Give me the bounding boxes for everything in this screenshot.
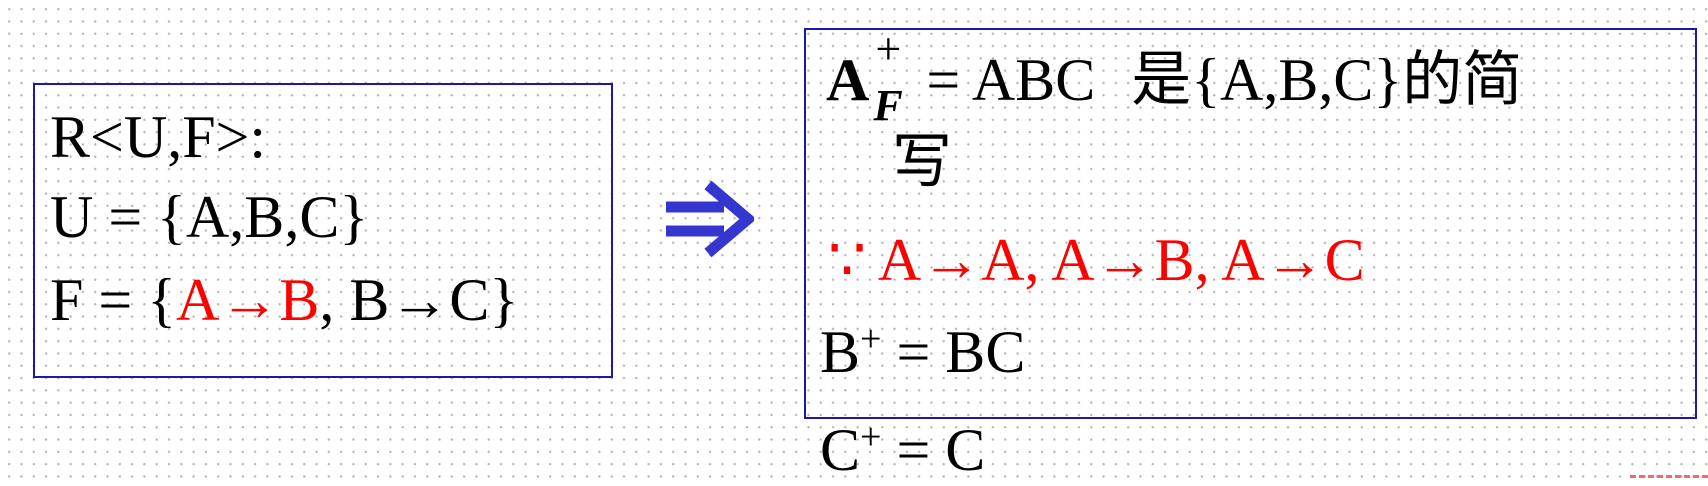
closure-a-base: A [826,47,870,113]
closure-a-equals: = ABC [911,47,1096,113]
closure-c-base: C [820,417,861,483]
closure-a-note-wrap-line: 写 [892,132,952,192]
closure-a-subscript: F [873,81,903,130]
closure-a-note: 是{A,B,C}的简 [1131,47,1523,113]
closure-a-note-wrap: 写 [892,129,952,195]
fd-set-line: F = {A→B, B→C} [50,270,518,330]
universe-set-text: U = {A,B,C} [50,184,369,250]
closure-a-plus: + [875,23,902,74]
closure-b-base: B [820,319,861,385]
fd-highlighted-dependency: A→B [176,267,320,333]
closure-c-plus: + [860,416,882,458]
fd-set-prefix: F = { [50,267,177,333]
closure-b-line: B+ = BC [820,318,1026,385]
left-definition-box [33,83,613,378]
because-text: ∵ A→A, A→B, A→C [828,227,1365,293]
closure-a-script: + F [869,26,911,128]
relation-schema-line: R<U,F>: [50,107,266,167]
closure-a-line: A + F = ABC 是{A,B,C}的简 [826,26,1523,128]
corner-mark [1630,475,1708,486]
double-right-arrow-icon [666,180,754,258]
closure-b-rest: = BC [881,319,1026,385]
because-line: ∵ A→A, A→B, A→C [828,230,1365,290]
universe-set-line: U = {A,B,C} [50,187,368,247]
closure-c-rest: = C [881,417,986,483]
fd-set-rest: , B→C} [319,267,519,333]
closure-c-line: C+ = C [820,416,986,483]
relation-schema-text: R<U,F>: [50,104,267,170]
right-closure-box [804,28,1697,419]
closure-b-plus: + [860,318,882,360]
